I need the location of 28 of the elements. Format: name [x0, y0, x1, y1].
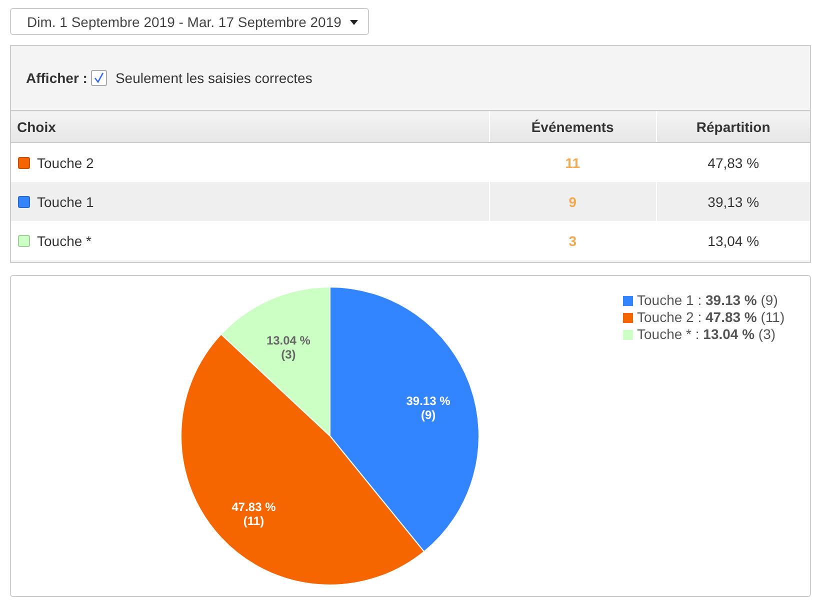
text: Seulement les saisies correctes [115, 70, 312, 86]
chart-subtitle: Dim. 1 Septembre 2019 - Mar. 17 Septembre 2019 [27, 14, 342, 30]
date-dropdown: Dim. 1 Septembre 2019 - Mar. 17 Septembre 2019 [10, 8, 369, 35]
text: 13.04 % (3) [703, 326, 776, 342]
data-label: 39.13 % (9) [406, 394, 451, 422]
text: 47,83 % [656, 142, 810, 182]
text: 3 [489, 221, 656, 260]
legend-label: Touche 2 [36, 154, 95, 172]
text: 39,13 % [656, 182, 810, 221]
data-label: 13.04 % (3) [266, 333, 311, 362]
text: Afficher : [26, 70, 88, 86]
legend-label: Touche * [36, 232, 92, 250]
text: 9 [489, 182, 656, 221]
text: Choix [11, 110, 489, 142]
legend-label: Touche 1 [637, 292, 694, 308]
text: Événements [489, 110, 656, 142]
text: 11 [489, 142, 656, 182]
text: : [695, 326, 700, 342]
text: 39.13 % (9) [706, 292, 778, 308]
category-label: Touche 2 [637, 309, 694, 325]
data-label: 47.83 % (11) [232, 500, 276, 528]
text: 13,04 % [656, 221, 810, 260]
text: Répartition [656, 110, 810, 142]
category-label: Touche * [637, 326, 692, 342]
category-label: Touche 1 [37, 194, 94, 210]
text: 47.83 % (11) [706, 309, 785, 325]
text: : [698, 309, 702, 325]
text: : [698, 292, 702, 308]
